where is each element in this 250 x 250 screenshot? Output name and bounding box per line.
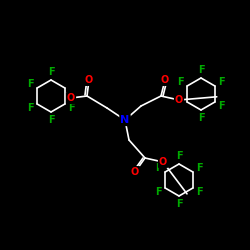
Text: F: F — [196, 187, 203, 197]
Text: F: F — [198, 65, 204, 75]
Text: F: F — [176, 199, 182, 209]
Text: F: F — [48, 115, 54, 125]
Text: F: F — [176, 151, 182, 161]
Text: F: F — [48, 67, 54, 77]
Text: F: F — [155, 163, 162, 173]
Text: F: F — [68, 103, 75, 113]
Text: O: O — [175, 95, 183, 105]
Text: N: N — [120, 115, 130, 125]
Text: F: F — [218, 101, 225, 111]
Text: F: F — [27, 79, 34, 89]
Text: F: F — [27, 103, 34, 113]
Text: F: F — [218, 77, 225, 87]
Text: O: O — [67, 93, 75, 103]
Text: F: F — [155, 187, 162, 197]
Text: F: F — [198, 113, 204, 123]
Text: F: F — [196, 163, 203, 173]
Text: O: O — [161, 75, 169, 85]
Text: O: O — [85, 75, 93, 85]
Text: O: O — [131, 167, 139, 177]
Text: O: O — [159, 157, 167, 167]
Text: F: F — [177, 77, 184, 87]
